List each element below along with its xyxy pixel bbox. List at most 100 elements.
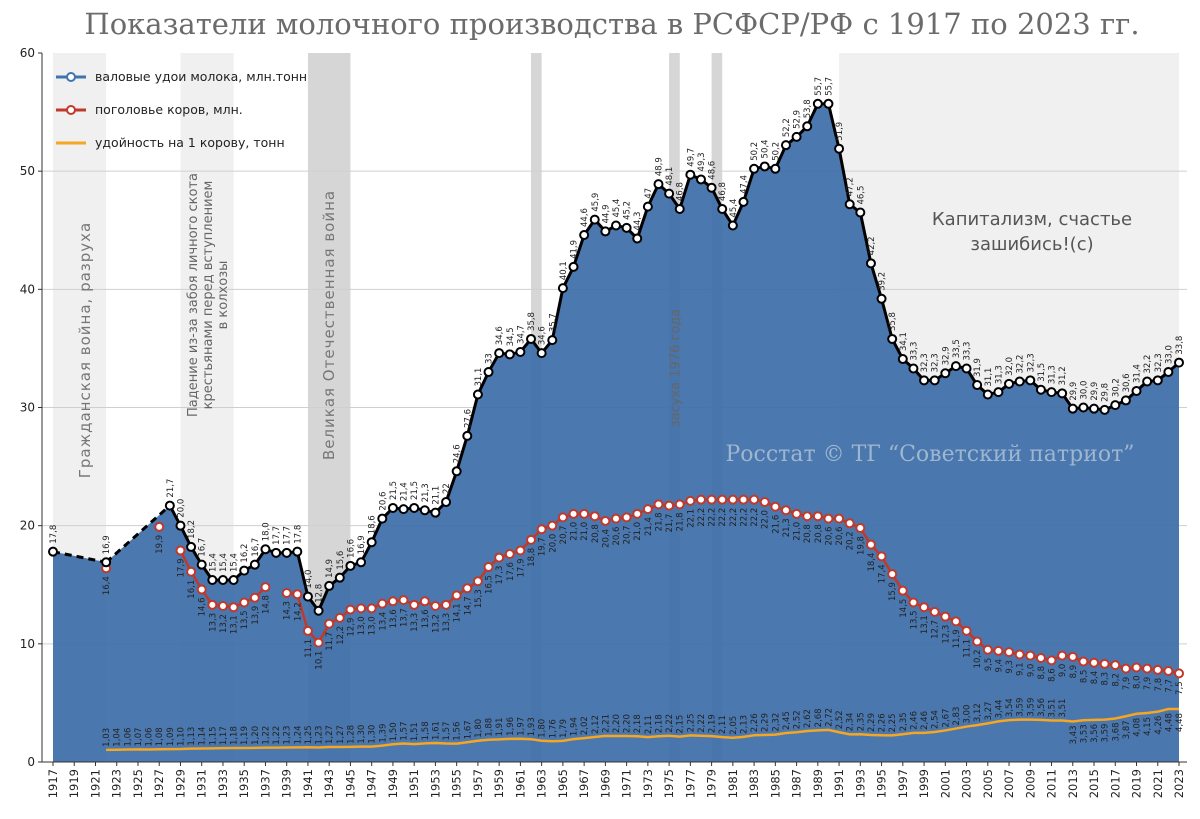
- cows-point: [717, 494, 728, 505]
- milk-data-label: 29,9: [1090, 382, 1100, 401]
- cows-point: [844, 518, 855, 529]
- cows-data-label: 21,0: [580, 522, 590, 541]
- x-tick-label: 1969: [598, 769, 612, 798]
- cows-point: [865, 539, 876, 550]
- yield-data-label: 3,12: [973, 703, 983, 722]
- milk-data-label: 16,7: [251, 538, 261, 557]
- milk-data-label: 31,9: [973, 358, 983, 377]
- milk-point: [674, 203, 685, 214]
- x-tick-label: 2021: [1151, 769, 1165, 798]
- yield-data-label: 1,88: [485, 718, 495, 737]
- cows-point: [1163, 666, 1174, 677]
- milk-data-label: 31,3: [1048, 365, 1058, 384]
- yield-data-label: 1,27: [336, 725, 346, 744]
- milk-point: [1110, 400, 1121, 411]
- milk-data-label: 12,8: [315, 584, 325, 603]
- milk-data-label: 49,3: [697, 153, 707, 172]
- band-label-collectivization-line: Падение из-за забоя личного скота: [186, 173, 201, 417]
- cows-point: [1131, 662, 1142, 673]
- cows-data-label: 9,0: [1058, 664, 1068, 678]
- yield-data-label: 2,02: [580, 716, 590, 735]
- milk-point: [547, 335, 558, 346]
- cows-point: [334, 612, 345, 623]
- x-tick-label: 1971: [620, 769, 634, 798]
- yield-data-label: 3,56: [1037, 698, 1047, 717]
- milk-line-segment: [742, 168, 756, 203]
- cows-point: [791, 508, 802, 519]
- milk-point: [1152, 375, 1163, 386]
- yield-data-label: 2,32: [771, 713, 781, 732]
- yield-data-label: 1,18: [230, 726, 240, 745]
- cows-point: [961, 625, 972, 636]
- yield-data-label: 2,54: [931, 710, 941, 729]
- cows-data-label: 8,8: [1037, 666, 1047, 680]
- milk-data-label: 35,8: [527, 312, 537, 331]
- yield-data-label: 2,45: [782, 711, 792, 730]
- yield-data-label: 1,56: [453, 722, 463, 741]
- yield-data-label: 2,52: [793, 710, 803, 729]
- milk-point: [292, 546, 303, 557]
- milk-line-segment: [444, 470, 459, 503]
- milk-data-label: 16,7: [198, 538, 208, 557]
- milk-data-label: 42,2: [867, 236, 877, 255]
- yield-data-label: 1,30: [357, 725, 367, 744]
- cows-point: [154, 521, 165, 532]
- milk-point: [515, 346, 526, 357]
- yield-data-label: 1,24: [293, 725, 303, 744]
- milk-line-segment: [678, 174, 692, 210]
- cows-data-label: 8,2: [1111, 673, 1121, 687]
- cows-data-label: 11,7: [325, 632, 335, 651]
- yield-data-label: 2,26: [878, 713, 888, 732]
- milk-data-label: 31,4: [1133, 364, 1143, 383]
- cows-point: [1004, 647, 1015, 658]
- cows-point: [1174, 668, 1184, 679]
- milk-point: [600, 226, 611, 237]
- milk-data-label: 33,3: [963, 342, 973, 361]
- yield-data-label: 1,09: [166, 727, 176, 746]
- milk-data-label: 21,7: [166, 479, 176, 498]
- x-tick-label: 2003: [960, 769, 974, 798]
- milk-data-label: 46,5: [856, 186, 866, 205]
- yield-line: [106, 707, 1179, 752]
- yield-data-label: 1,23: [283, 726, 293, 745]
- milk-data-label: 55,7: [824, 77, 834, 96]
- band-label-great-patriotic-war: Великая Отечественная война: [320, 190, 338, 460]
- milk-point: [993, 387, 1004, 398]
- yield-data-label: 3,51: [1058, 699, 1068, 718]
- cows-data-label: 18,8: [527, 548, 537, 567]
- cows-point: [302, 625, 313, 636]
- x-tick-label: 1973: [641, 769, 655, 798]
- milk-point: [281, 547, 292, 558]
- x-tick-label: 1939: [280, 769, 294, 798]
- cows-point: [387, 596, 398, 607]
- milk-point: [1035, 384, 1046, 395]
- milk-point: [897, 354, 908, 365]
- milk-point: [611, 220, 621, 231]
- yield-data-label: 3,59: [1016, 698, 1026, 717]
- milk-data-label: 17,7: [272, 526, 282, 545]
- milk-data-label: 18,0: [261, 522, 271, 541]
- milk-point: [334, 572, 345, 583]
- milk-data-label: 55,7: [814, 77, 824, 96]
- yield-data-label: 1,30: [368, 725, 378, 744]
- milk-data-label: 34,7: [516, 325, 526, 344]
- yield-data-label: 1,50: [389, 722, 399, 741]
- milk-data-label: 17,8: [49, 525, 59, 544]
- cows-data-label: 21,0: [633, 522, 643, 541]
- cows-data-label: 9,3: [1005, 660, 1015, 674]
- cows-data-label: 14,6: [198, 597, 208, 616]
- milk-point: [217, 575, 228, 586]
- x-tick-label: 1951: [407, 769, 421, 798]
- milk-series: [48, 98, 1184, 616]
- cows-data-label: 9,0: [1026, 664, 1036, 678]
- milk-point: [1057, 388, 1068, 399]
- x-tick-label: 1927: [152, 769, 166, 798]
- yield-data-label: 1,93: [527, 717, 537, 736]
- cows-data-label: 7,8: [1154, 678, 1164, 692]
- cows-point: [1057, 650, 1068, 661]
- cows-data-label: 18,4: [867, 553, 877, 572]
- band-label-civil-war-line: Гражданская война, разруха: [76, 222, 94, 479]
- y-tick-label: 50: [20, 164, 35, 178]
- x-tick-label: 2001: [938, 769, 952, 798]
- milk-point: [770, 163, 781, 174]
